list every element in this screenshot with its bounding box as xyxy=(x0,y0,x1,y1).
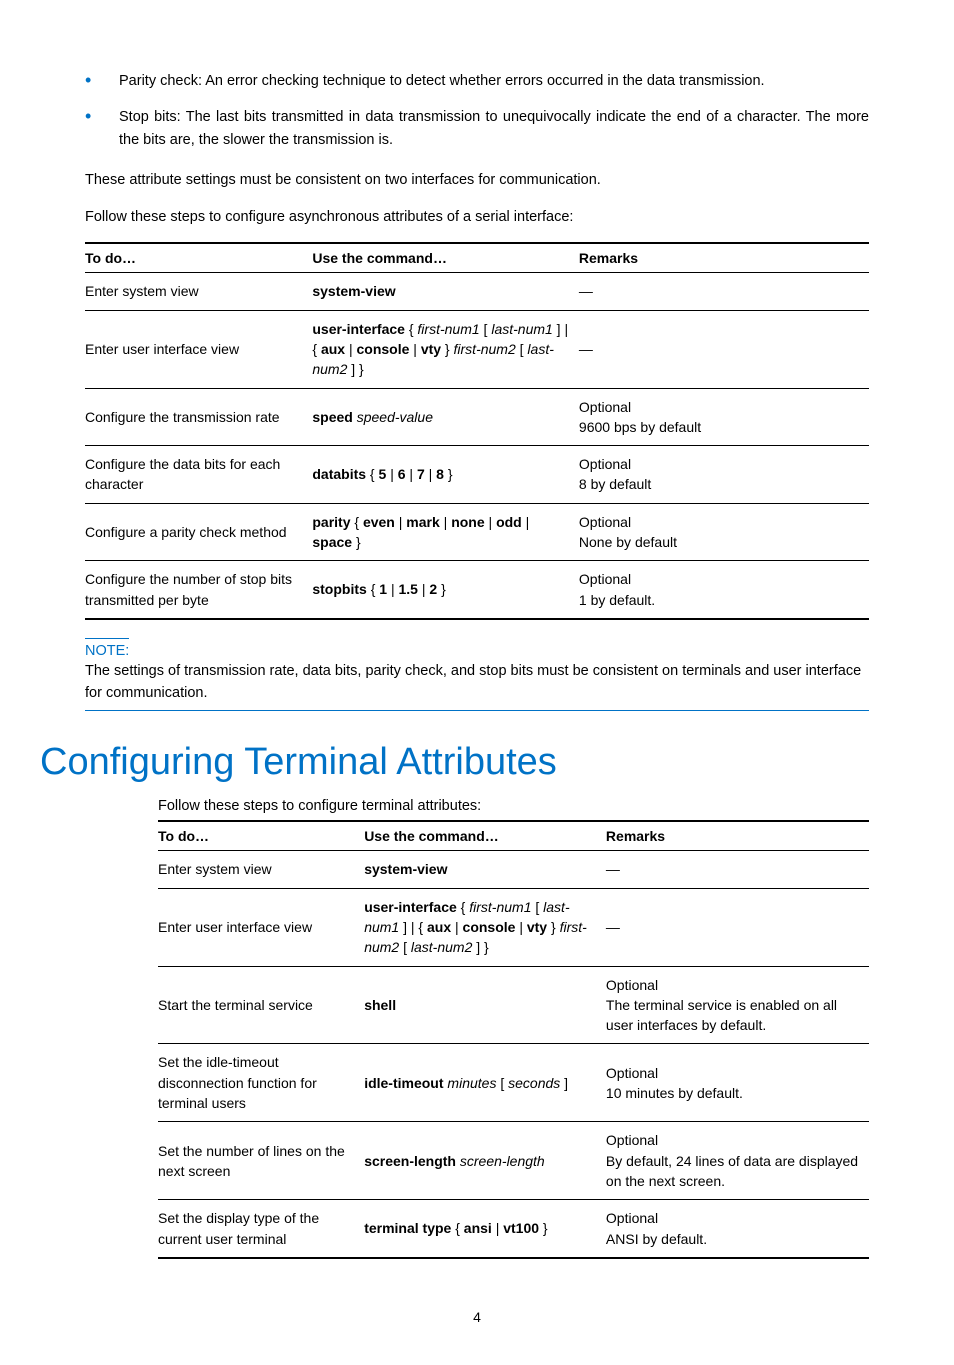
table-cell-remarks: OptionalThe terminal service is enabled … xyxy=(606,966,869,1044)
table-cell-todo: Set the idle-timeout disconnection funct… xyxy=(158,1044,364,1122)
table-cell-remarks: OptionalBy default, 24 lines of data are… xyxy=(606,1122,869,1200)
table-row: Configure the number of stop bits transm… xyxy=(85,561,869,619)
table-cell-todo: Configure the data bits for each charact… xyxy=(85,446,312,504)
table-cell-todo: Enter user interface view xyxy=(85,310,312,388)
table-cell-command: user-interface { first-num1 [ last-num1 … xyxy=(364,888,606,966)
table-cell-command: shell xyxy=(364,966,606,1044)
table-cell-command: user-interface { first-num1 [ last-num1 … xyxy=(312,310,579,388)
table-cell-remarks: — xyxy=(606,888,869,966)
table-cell-remarks: Optional1 by default. xyxy=(579,561,869,619)
table-cell-command: screen-length screen-length xyxy=(364,1122,606,1200)
table-row: Configure the transmission ratespeed spe… xyxy=(85,388,869,446)
bullet-text: Stop bits: The last bits transmitted in … xyxy=(119,106,869,151)
table-row: Enter user interface viewuser-interface … xyxy=(158,888,869,966)
table-cell-todo: Enter user interface view xyxy=(158,888,364,966)
table-cell-remarks: Optional9600 bps by default xyxy=(579,388,869,446)
table-cell-command: databits { 5 | 6 | 7 | 8 } xyxy=(312,446,579,504)
bullet-item: • Stop bits: The last bits transmitted i… xyxy=(85,106,869,151)
table-cell-command: speed speed-value xyxy=(312,388,579,446)
table-cell-command: system-view xyxy=(312,273,579,310)
table-cell-command: terminal type { ansi | vt100 } xyxy=(364,1200,606,1258)
table-cell-remarks: OptionalANSI by default. xyxy=(606,1200,869,1258)
table-header: To do… xyxy=(85,243,312,273)
section-heading: Configuring Terminal Attributes xyxy=(40,741,869,784)
table-row: Set the number of lines on the next scre… xyxy=(158,1122,869,1200)
table-row: Enter user interface viewuser-interface … xyxy=(85,310,869,388)
table-cell-command: idle-timeout minutes [ seconds ] xyxy=(364,1044,606,1122)
table-cell-todo: Configure the transmission rate xyxy=(85,388,312,446)
terminal-table-body: Enter system viewsystem-view—Enter user … xyxy=(158,851,869,1258)
paragraph-consistent: These attribute settings must be consist… xyxy=(85,169,869,191)
note-body: The settings of transmission rate, data … xyxy=(85,661,869,712)
table-cell-todo: Set the display type of the current user… xyxy=(158,1200,364,1258)
table-cell-remarks: — xyxy=(606,851,869,888)
table-cell-todo: Configure the number of stop bits transm… xyxy=(85,561,312,619)
serial-attributes-table: To do… Use the command… Remarks Enter sy… xyxy=(85,242,869,620)
table-row: Enter system viewsystem-view— xyxy=(85,273,869,310)
table-cell-todo: Enter system view xyxy=(85,273,312,310)
table-cell-remarks: — xyxy=(579,273,869,310)
table-cell-remarks: OptionalNone by default xyxy=(579,503,869,561)
page-content: • Parity check: An error checking techni… xyxy=(0,0,954,1365)
table-header: Remarks xyxy=(606,821,869,851)
bullet-dot-icon: • xyxy=(85,70,119,92)
bullet-text: Parity check: An error checking techniqu… xyxy=(119,70,765,92)
paragraph-follow-steps: Follow these steps to configure asynchro… xyxy=(85,206,869,228)
table-cell-todo: Enter system view xyxy=(158,851,364,888)
table-cell-todo: Set the number of lines on the next scre… xyxy=(158,1122,364,1200)
bullet-item: • Parity check: An error checking techni… xyxy=(85,70,869,92)
note-title: NOTE: xyxy=(85,638,129,659)
table-header: Use the command… xyxy=(312,243,579,273)
bullet-dot-icon: • xyxy=(85,106,119,128)
table-row: Configure a parity check methodparity { … xyxy=(85,503,869,561)
table-cell-command: system-view xyxy=(364,851,606,888)
page-number: 4 xyxy=(85,1309,869,1325)
table-header: Remarks xyxy=(579,243,869,273)
paragraph-follow-steps: Follow these steps to configure terminal… xyxy=(158,798,869,814)
table-header: To do… xyxy=(158,821,364,851)
table-row: Configure the data bits for each charact… xyxy=(85,446,869,504)
table-row: Start the terminal serviceshellOptionalT… xyxy=(158,966,869,1044)
table-cell-todo: Start the terminal service xyxy=(158,966,364,1044)
table-cell-remarks: Optional10 minutes by default. xyxy=(606,1044,869,1122)
table-row: Set the idle-timeout disconnection funct… xyxy=(158,1044,869,1122)
table-cell-todo: Configure a parity check method xyxy=(85,503,312,561)
table-cell-remarks: Optional8 by default xyxy=(579,446,869,504)
bullet-list: • Parity check: An error checking techni… xyxy=(85,70,869,151)
table-cell-command: parity { even | mark | none | odd | spac… xyxy=(312,503,579,561)
terminal-attributes-table: To do… Use the command… Remarks Enter sy… xyxy=(158,820,869,1258)
table-row: Set the display type of the current user… xyxy=(158,1200,869,1258)
note-block: NOTE: The settings of transmission rate,… xyxy=(85,638,869,712)
table-header: Use the command… xyxy=(364,821,606,851)
serial-table-body: Enter system viewsystem-view—Enter user … xyxy=(85,273,869,619)
table-cell-command: stopbits { 1 | 1.5 | 2 } xyxy=(312,561,579,619)
table-cell-remarks: — xyxy=(579,310,869,388)
table-row: Enter system viewsystem-view— xyxy=(158,851,869,888)
